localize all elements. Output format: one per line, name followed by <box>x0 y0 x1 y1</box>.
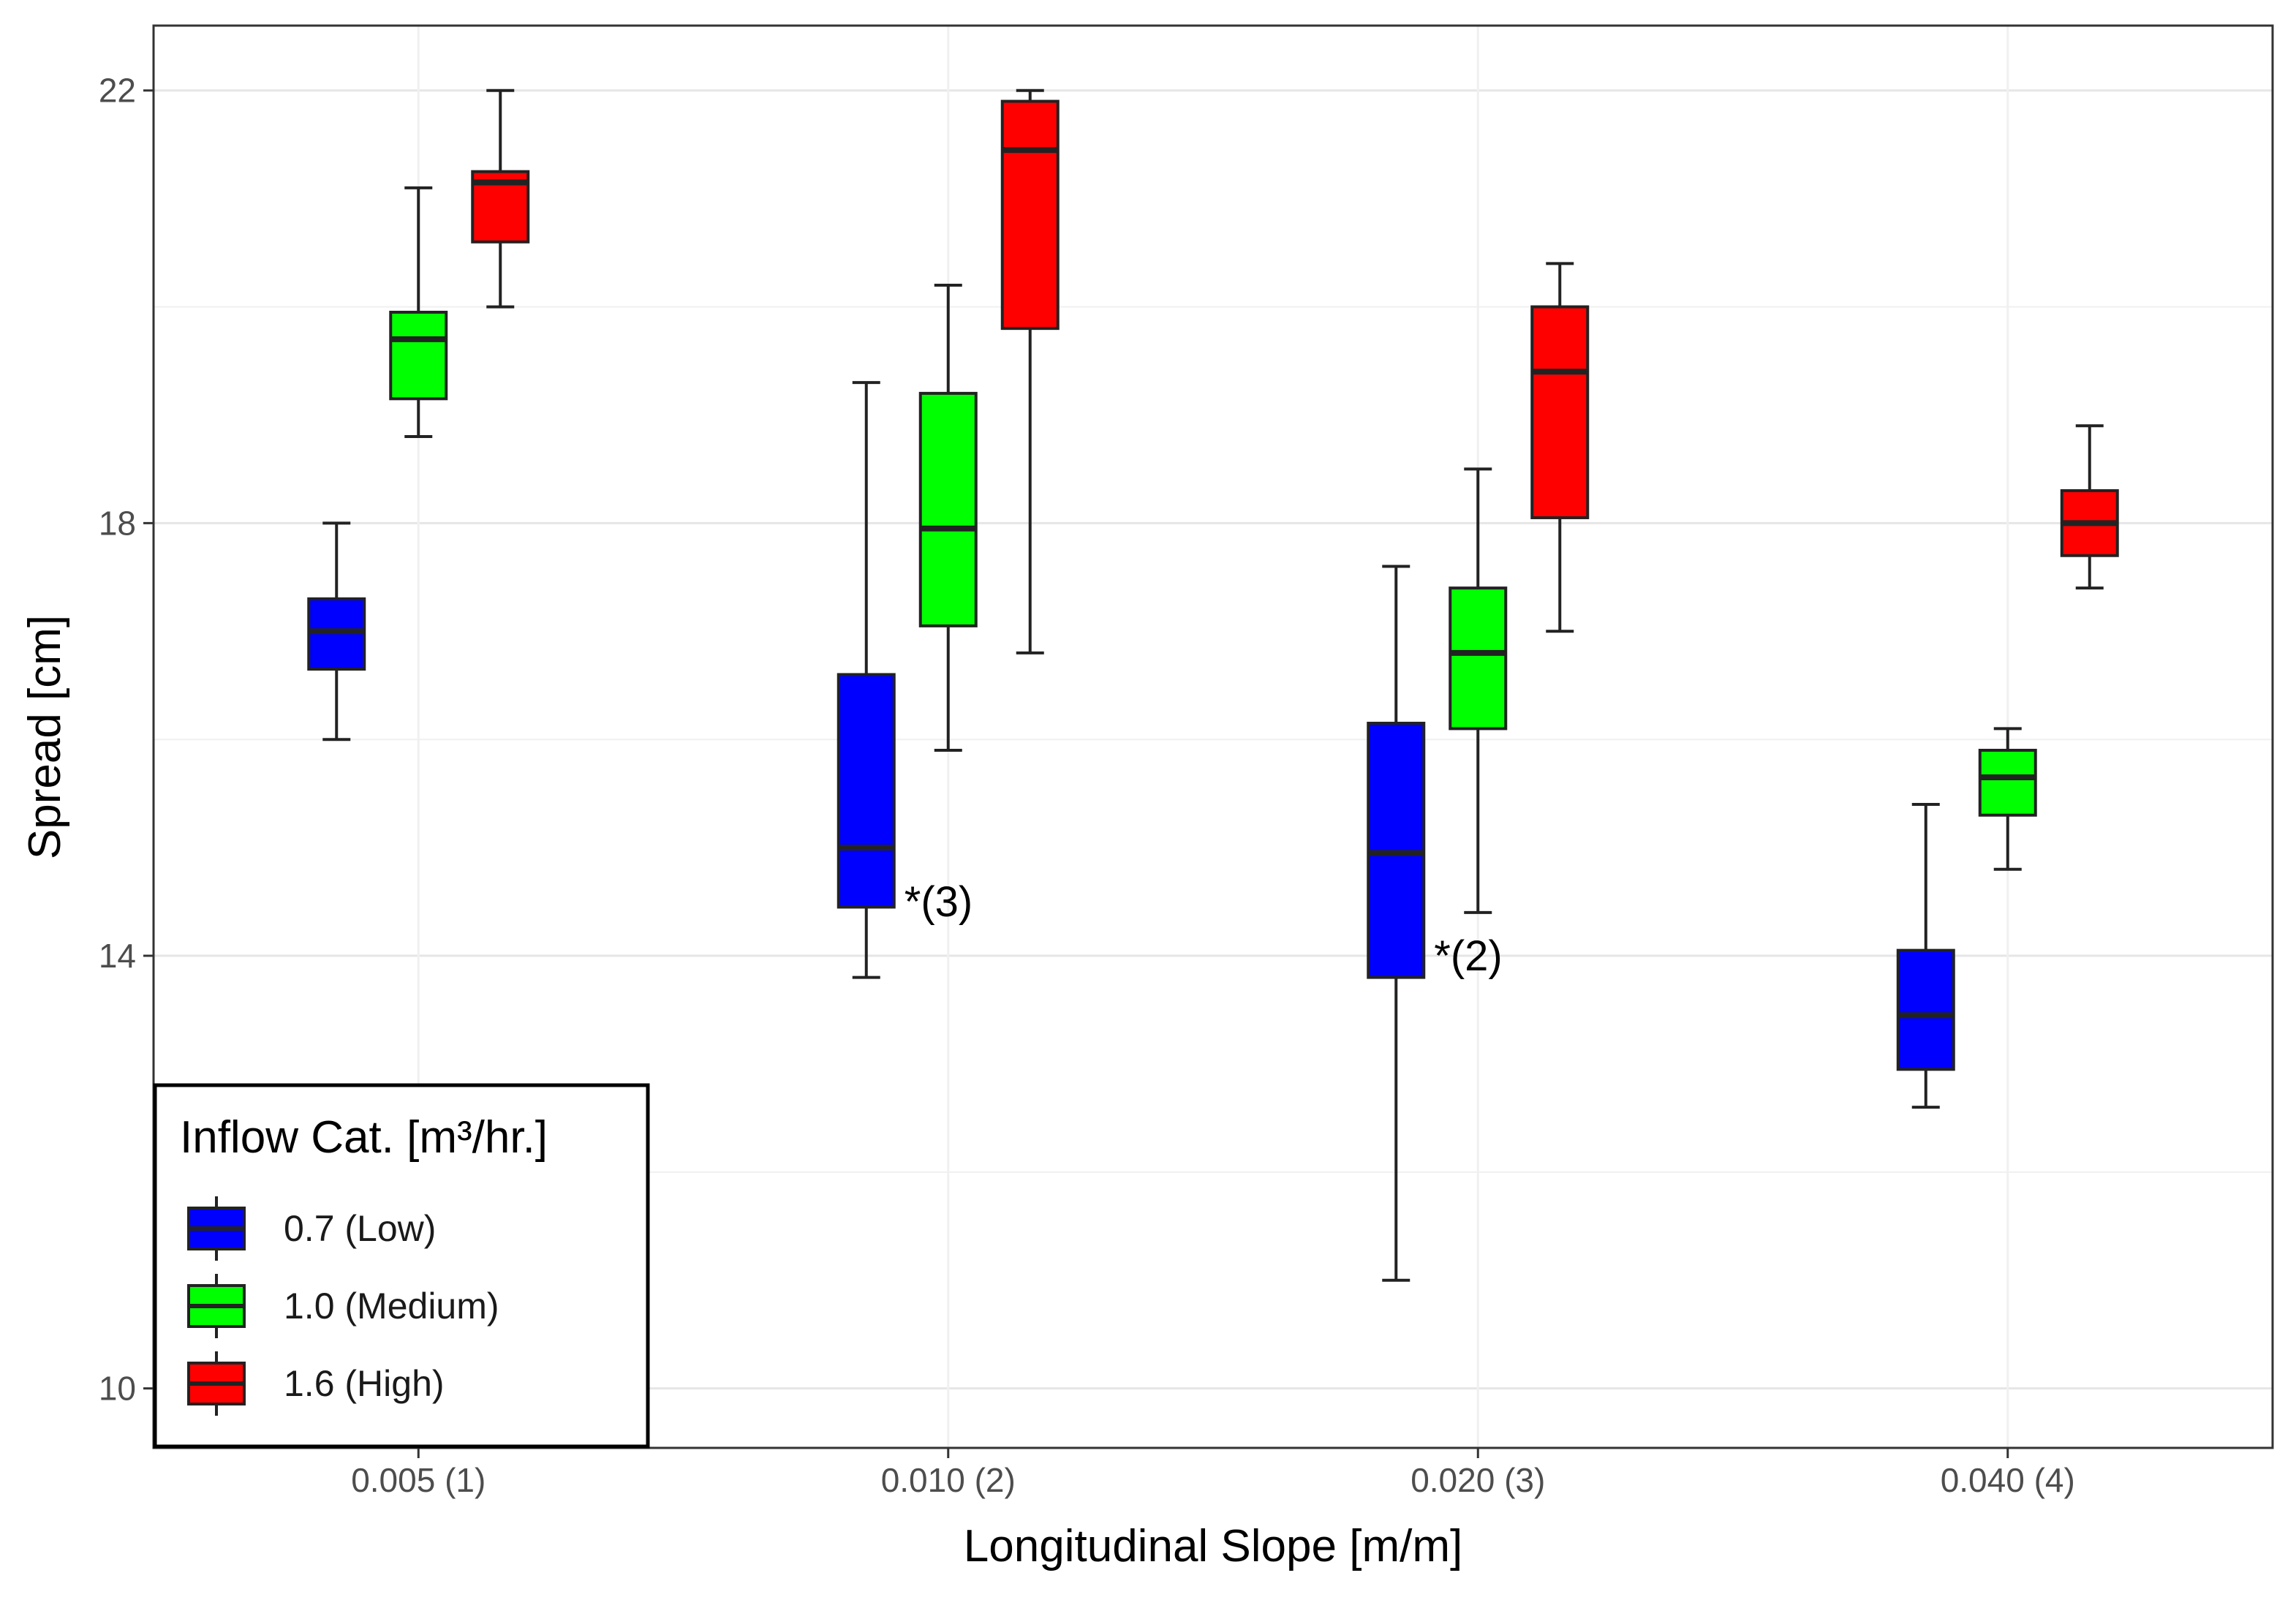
legend-item-1-6-high-: 1.6 (High) <box>187 1351 445 1416</box>
y-axis: 10 14 18 22 <box>99 72 154 1408</box>
legend-item-0-7-low-: 0.7 (Low) <box>187 1196 436 1261</box>
annotations: *(3) *(2) <box>905 878 1503 980</box>
y-tick-label: 10 <box>99 1370 136 1408</box>
y-tick-label: 14 <box>99 937 136 975</box>
box-body <box>1978 748 2037 817</box>
box-body <box>389 310 448 401</box>
box-1-6-high--0 <box>471 88 530 309</box>
box-body <box>1530 305 1590 519</box>
box-0-7-low--2 <box>1367 565 1426 1282</box>
box-1-0-medium--3 <box>1978 727 2037 871</box>
annotation-label: *(2) <box>1434 932 1502 980</box>
box-body <box>1000 99 1060 331</box>
y-tick-label: 22 <box>99 72 136 110</box>
box-body <box>1449 586 1508 731</box>
box-1-6-high--2 <box>1530 262 1590 633</box>
y-tick-label: 18 <box>99 504 136 542</box>
box-series <box>307 88 2119 1282</box>
legend-item-label: 0.7 (Low) <box>284 1208 436 1249</box>
box-0-7-low--1 <box>837 381 896 979</box>
box-body <box>1896 948 1955 1071</box>
x-axis-title: Longitudinal Slope [m/m] <box>964 1521 1462 1571</box>
legend-item-label: 1.0 (Medium) <box>284 1286 499 1327</box>
x-tick-label: 0.010 (2) <box>881 1461 1016 1499</box>
legend-item-label: 1.6 (High) <box>284 1363 445 1404</box>
legend: Inflow Cat. [m³/hr.] 0.7 (Low) 1.0 (Mediu… <box>153 1083 650 1449</box>
box-1-6-high--1 <box>1000 88 1060 654</box>
x-tick-label: 0.040 (4) <box>1941 1461 2075 1499</box>
x-axis: 0.005 (1) 0.010 (2) 0.020 (3) 0.040 (4) <box>351 1448 2075 1499</box>
box-body <box>918 391 978 627</box>
plot-panel-border <box>152 24 2274 1449</box>
x-tick-label: 0.020 (3) <box>1411 1461 1545 1499</box>
box-1-0-medium--2 <box>1449 467 1508 914</box>
box-0-7-low--0 <box>307 521 366 741</box>
x-tick-label: 0.005 (1) <box>351 1461 486 1499</box>
box-body <box>837 673 896 909</box>
y-axis-title: Spread [cm] <box>20 615 70 859</box>
box-1-0-medium--1 <box>918 283 978 752</box>
box-1-6-high--3 <box>2060 424 2119 590</box>
legend-items: 0.7 (Low) 1.0 (Medium) 1.6 (High) <box>187 1196 499 1416</box>
legend-item-1-0-medium-: 1.0 (Medium) <box>187 1274 499 1338</box>
legend-title: Inflow Cat. [m³/hr.] <box>180 1112 548 1163</box>
annotation-label: *(3) <box>905 878 973 926</box>
box-0-7-low--3 <box>1896 802 1955 1109</box>
box-1-0-medium--0 <box>389 186 448 439</box>
